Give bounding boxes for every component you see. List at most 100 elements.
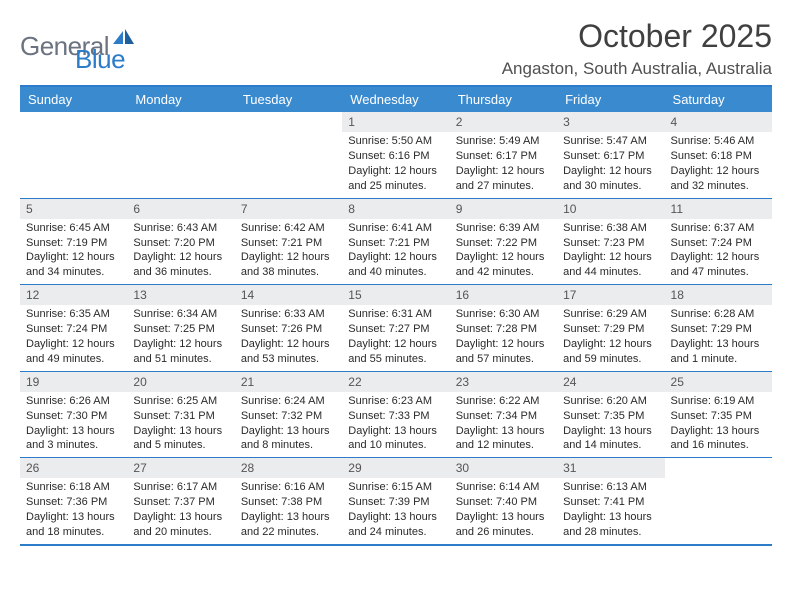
day-number: 4 (665, 112, 772, 132)
day-body: Sunrise: 6:29 AMSunset: 7:29 PMDaylight:… (557, 305, 664, 370)
day-body: Sunrise: 6:24 AMSunset: 7:32 PMDaylight:… (235, 392, 342, 457)
week-row: 1Sunrise: 5:50 AMSunset: 6:16 PMDaylight… (20, 112, 772, 199)
daylight2-line: and 36 minutes. (133, 265, 228, 280)
day-cell: 23Sunrise: 6:22 AMSunset: 7:34 PMDayligh… (450, 372, 557, 458)
day-body: Sunrise: 6:23 AMSunset: 7:33 PMDaylight:… (342, 392, 449, 457)
sunset-line: Sunset: 7:34 PM (456, 409, 551, 424)
daylight2-line: and 28 minutes. (563, 525, 658, 540)
daylight2-line: and 55 minutes. (348, 352, 443, 367)
day-number (127, 112, 234, 116)
day-number: 6 (127, 199, 234, 219)
day-body: Sunrise: 6:16 AMSunset: 7:38 PMDaylight:… (235, 478, 342, 543)
logo: General Blue (20, 18, 125, 75)
day-cell: 21Sunrise: 6:24 AMSunset: 7:32 PMDayligh… (235, 372, 342, 458)
day-number: 10 (557, 199, 664, 219)
daylight1-line: Daylight: 12 hours (241, 250, 336, 265)
sunrise-line: Sunrise: 5:49 AM (456, 134, 551, 149)
sunrise-line: Sunrise: 6:34 AM (133, 307, 228, 322)
day-body: Sunrise: 6:30 AMSunset: 7:28 PMDaylight:… (450, 305, 557, 370)
day-number: 5 (20, 199, 127, 219)
daylight1-line: Daylight: 13 hours (563, 424, 658, 439)
day-cell: 29Sunrise: 6:15 AMSunset: 7:39 PMDayligh… (342, 458, 449, 544)
sunrise-line: Sunrise: 6:18 AM (26, 480, 121, 495)
day-cell: 16Sunrise: 6:30 AMSunset: 7:28 PMDayligh… (450, 285, 557, 371)
day-number: 29 (342, 458, 449, 478)
day-number: 25 (665, 372, 772, 392)
day-body: Sunrise: 6:28 AMSunset: 7:29 PMDaylight:… (665, 305, 772, 370)
daylight1-line: Daylight: 13 hours (26, 424, 121, 439)
sunset-line: Sunset: 7:20 PM (133, 236, 228, 251)
sunrise-line: Sunrise: 6:29 AM (563, 307, 658, 322)
day-body: Sunrise: 6:31 AMSunset: 7:27 PMDaylight:… (342, 305, 449, 370)
dow-cell: Sunday (20, 87, 127, 112)
daylight2-line: and 59 minutes. (563, 352, 658, 367)
sunset-line: Sunset: 7:28 PM (456, 322, 551, 337)
week-row: 12Sunrise: 6:35 AMSunset: 7:24 PMDayligh… (20, 285, 772, 372)
daylight2-line: and 8 minutes. (241, 438, 336, 453)
sunrise-line: Sunrise: 6:24 AM (241, 394, 336, 409)
day-cell: 2Sunrise: 5:49 AMSunset: 6:17 PMDaylight… (450, 112, 557, 198)
daylight1-line: Daylight: 12 hours (133, 337, 228, 352)
day-cell: 14Sunrise: 6:33 AMSunset: 7:26 PMDayligh… (235, 285, 342, 371)
daylight1-line: Daylight: 12 hours (671, 250, 766, 265)
sunrise-line: Sunrise: 6:17 AM (133, 480, 228, 495)
day-cell: 19Sunrise: 6:26 AMSunset: 7:30 PMDayligh… (20, 372, 127, 458)
day-number: 9 (450, 199, 557, 219)
month-title: October 2025 (502, 18, 772, 55)
daylight1-line: Daylight: 12 hours (348, 164, 443, 179)
calendar-grid: SundayMondayTuesdayWednesdayThursdayFrid… (20, 85, 772, 546)
day-number: 1 (342, 112, 449, 132)
sunset-line: Sunset: 7:39 PM (348, 495, 443, 510)
daylight2-line: and 25 minutes. (348, 179, 443, 194)
day-cell: 8Sunrise: 6:41 AMSunset: 7:21 PMDaylight… (342, 199, 449, 285)
daylight2-line: and 27 minutes. (456, 179, 551, 194)
sunset-line: Sunset: 7:24 PM (671, 236, 766, 251)
day-cell: 24Sunrise: 6:20 AMSunset: 7:35 PMDayligh… (557, 372, 664, 458)
day-number: 7 (235, 199, 342, 219)
day-number: 21 (235, 372, 342, 392)
day-body: Sunrise: 6:42 AMSunset: 7:21 PMDaylight:… (235, 219, 342, 284)
daylight1-line: Daylight: 13 hours (456, 510, 551, 525)
day-number: 20 (127, 372, 234, 392)
day-body: Sunrise: 6:25 AMSunset: 7:31 PMDaylight:… (127, 392, 234, 457)
sunset-line: Sunset: 7:29 PM (563, 322, 658, 337)
day-number (665, 458, 772, 462)
sunset-line: Sunset: 7:21 PM (348, 236, 443, 251)
day-body: Sunrise: 6:20 AMSunset: 7:35 PMDaylight:… (557, 392, 664, 457)
daylight1-line: Daylight: 13 hours (456, 424, 551, 439)
daylight1-line: Daylight: 13 hours (348, 424, 443, 439)
daylight2-line: and 20 minutes. (133, 525, 228, 540)
daylight1-line: Daylight: 12 hours (456, 164, 551, 179)
day-number: 28 (235, 458, 342, 478)
day-number (235, 112, 342, 116)
daylight1-line: Daylight: 13 hours (133, 510, 228, 525)
day-number: 12 (20, 285, 127, 305)
page-header: General Blue October 2025 Angaston, Sout… (20, 18, 772, 79)
day-cell: 18Sunrise: 6:28 AMSunset: 7:29 PMDayligh… (665, 285, 772, 371)
title-block: October 2025 Angaston, South Australia, … (502, 18, 772, 79)
day-cell (127, 112, 234, 198)
daylight1-line: Daylight: 12 hours (133, 250, 228, 265)
daylight1-line: Daylight: 13 hours (241, 424, 336, 439)
sunrise-line: Sunrise: 5:47 AM (563, 134, 658, 149)
day-body: Sunrise: 6:17 AMSunset: 7:37 PMDaylight:… (127, 478, 234, 543)
day-body: Sunrise: 5:47 AMSunset: 6:17 PMDaylight:… (557, 132, 664, 197)
day-cell (20, 112, 127, 198)
day-body: Sunrise: 6:26 AMSunset: 7:30 PMDaylight:… (20, 392, 127, 457)
sunrise-line: Sunrise: 6:39 AM (456, 221, 551, 236)
daylight2-line: and 26 minutes. (456, 525, 551, 540)
day-cell: 30Sunrise: 6:14 AMSunset: 7:40 PMDayligh… (450, 458, 557, 544)
sunrise-line: Sunrise: 6:42 AM (241, 221, 336, 236)
week-row: 5Sunrise: 6:45 AMSunset: 7:19 PMDaylight… (20, 199, 772, 286)
sunset-line: Sunset: 7:24 PM (26, 322, 121, 337)
sunset-line: Sunset: 6:18 PM (671, 149, 766, 164)
day-body: Sunrise: 5:49 AMSunset: 6:17 PMDaylight:… (450, 132, 557, 197)
day-number: 22 (342, 372, 449, 392)
week-row: 26Sunrise: 6:18 AMSunset: 7:36 PMDayligh… (20, 458, 772, 546)
daylight2-line: and 30 minutes. (563, 179, 658, 194)
daylight2-line: and 53 minutes. (241, 352, 336, 367)
sunrise-line: Sunrise: 6:31 AM (348, 307, 443, 322)
day-cell: 27Sunrise: 6:17 AMSunset: 7:37 PMDayligh… (127, 458, 234, 544)
day-number: 30 (450, 458, 557, 478)
dow-cell: Monday (127, 87, 234, 112)
